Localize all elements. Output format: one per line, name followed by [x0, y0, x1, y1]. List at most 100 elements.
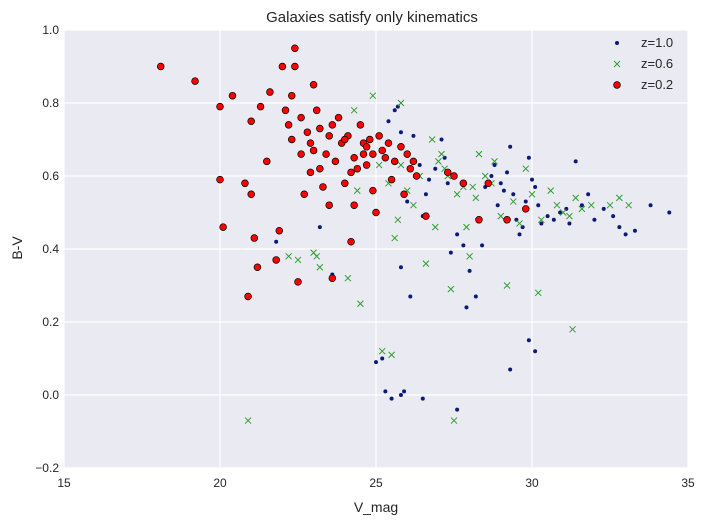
data-point	[503, 282, 511, 289]
data-point	[559, 209, 567, 216]
data-point	[281, 106, 290, 115]
data-point	[359, 150, 368, 158]
data-point	[402, 389, 407, 394]
data-point	[374, 360, 378, 365]
data-point	[625, 201, 633, 209]
data-point	[538, 216, 545, 224]
data-point	[566, 212, 573, 220]
data-point	[397, 143, 405, 151]
data-point	[509, 198, 517, 205]
data-point	[569, 325, 576, 333]
data-point	[417, 163, 422, 168]
data-point	[391, 234, 399, 242]
data-point	[491, 158, 498, 165]
data-point	[450, 172, 458, 180]
data-point	[453, 190, 461, 198]
data-point	[412, 172, 421, 180]
data-point	[522, 205, 530, 213]
data-point	[306, 139, 315, 147]
data-point	[397, 161, 405, 169]
data-point	[439, 137, 444, 142]
y-tick-label: −0.2	[35, 461, 59, 475]
data-point	[219, 223, 227, 231]
data-point	[435, 158, 442, 165]
data-point	[455, 407, 460, 412]
data-point	[447, 285, 455, 293]
data-point	[522, 165, 530, 173]
data-point	[356, 121, 365, 129]
data-point	[508, 144, 513, 149]
data-point	[341, 179, 349, 188]
x-tick-label: 20	[213, 476, 227, 490]
data-point	[410, 201, 417, 209]
series-z-0-6	[244, 92, 633, 424]
data-point	[294, 256, 302, 264]
data-point	[388, 351, 395, 359]
data-point	[572, 194, 580, 202]
series-z-0-2	[156, 44, 530, 301]
data-point	[384, 139, 393, 147]
data-point	[586, 192, 591, 197]
data-point	[539, 221, 544, 226]
data-point	[284, 121, 293, 129]
data-point	[472, 194, 480, 202]
data-point	[266, 88, 274, 96]
data-point	[526, 338, 531, 343]
data-point	[423, 192, 428, 197]
data-point	[473, 294, 478, 299]
data-point	[350, 106, 358, 114]
data-point	[464, 305, 469, 310]
data-point	[316, 124, 324, 133]
data-point	[316, 263, 324, 271]
data-point	[306, 168, 315, 177]
data-point	[495, 203, 500, 208]
data-point	[328, 121, 337, 129]
data-point	[409, 157, 418, 166]
legend-marker	[613, 60, 621, 68]
data-point	[256, 102, 265, 111]
data-point	[579, 203, 584, 208]
legend-label: z=0.6	[641, 56, 673, 71]
data-point	[369, 150, 377, 158]
data-point	[347, 168, 355, 177]
data-point	[459, 179, 468, 188]
data-point	[389, 396, 394, 401]
data-point	[617, 225, 622, 230]
data-point	[350, 201, 358, 209]
y-tick-label: 0.2	[42, 315, 59, 329]
data-point	[309, 146, 318, 155]
data-point	[406, 164, 415, 173]
data-point	[463, 223, 470, 231]
data-point	[253, 263, 262, 272]
legend-item: z=0.6	[613, 56, 673, 71]
y-tick-label: 0.8	[42, 96, 59, 110]
data-point	[381, 154, 390, 162]
data-point	[492, 163, 497, 168]
data-point	[156, 62, 165, 71]
data-point	[325, 132, 333, 140]
data-point	[526, 155, 531, 160]
data-point	[353, 187, 361, 194]
data-point	[263, 157, 271, 166]
data-point	[347, 237, 355, 246]
data-point	[362, 143, 371, 151]
data-point	[573, 159, 578, 164]
data-point	[405, 199, 410, 204]
data-point	[516, 220, 523, 227]
data-point	[387, 175, 396, 184]
legend-item: z=0.2	[613, 77, 673, 92]
grid-lines	[63, 29, 689, 469]
data-point	[341, 135, 349, 144]
data-point	[383, 389, 388, 394]
data-point	[623, 232, 628, 237]
data-point	[567, 221, 572, 226]
data-point	[380, 356, 385, 361]
data-point	[386, 119, 391, 124]
data-point	[400, 190, 408, 199]
data-point	[322, 150, 330, 158]
data-point	[606, 201, 614, 209]
data-point	[523, 199, 528, 204]
data-point	[319, 183, 327, 191]
data-point	[228, 91, 237, 100]
data-point	[274, 239, 279, 244]
